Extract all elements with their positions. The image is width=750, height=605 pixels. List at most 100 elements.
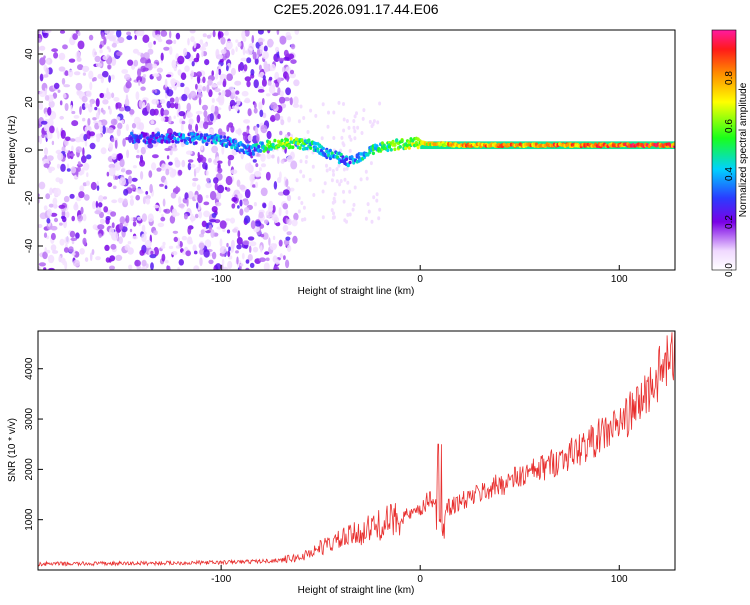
noise-cell <box>140 86 146 91</box>
noise-cell <box>121 69 129 74</box>
noise-cell <box>124 73 131 80</box>
noise-cell <box>226 242 229 248</box>
noise-cell <box>60 129 66 139</box>
ridge-cell <box>400 138 404 143</box>
noise-cell <box>159 183 164 187</box>
noise-cell <box>73 203 79 211</box>
ridge-cell <box>232 142 236 147</box>
noise-cell <box>219 238 223 247</box>
noise-cell <box>226 73 234 81</box>
noise-cell <box>128 264 133 270</box>
noise-cell <box>314 113 318 118</box>
noise-cell <box>235 250 239 254</box>
noise-cell <box>130 195 134 199</box>
ridge-cell <box>371 151 375 156</box>
noise-cell <box>203 121 209 130</box>
noise-cell <box>275 46 280 53</box>
noise-cell <box>232 91 236 97</box>
noise-cell <box>150 262 154 270</box>
noise-cell <box>289 69 295 75</box>
noise-cell <box>160 116 166 122</box>
noise-cell <box>321 215 325 220</box>
noise-cell <box>372 195 376 200</box>
noise-cell <box>226 229 231 234</box>
noise-cell <box>115 254 123 261</box>
noise-cell <box>308 177 312 182</box>
spectrogram-y-label: Frequency (Hz) <box>7 116 18 185</box>
noise-cell <box>235 129 242 135</box>
noise-cell <box>173 115 176 119</box>
noise-cell <box>196 71 202 78</box>
noise-cell <box>70 104 73 112</box>
noise-cell <box>228 246 231 252</box>
noise-cell <box>222 266 229 270</box>
noise-cell <box>148 170 153 178</box>
noise-cell <box>234 80 242 86</box>
noise-cell <box>124 244 131 251</box>
colorbar-tick-label: 0.2 <box>724 215 735 229</box>
noise-cell <box>151 162 157 171</box>
ridge-cell <box>393 143 397 147</box>
noise-cell <box>53 52 59 59</box>
noise-cell <box>136 75 143 83</box>
snr-series-line <box>38 331 675 567</box>
noise-cell <box>216 54 224 60</box>
noise-cell <box>95 98 100 107</box>
ridge-cell <box>130 131 134 136</box>
snr-y-label: SNR (10 * v/v) <box>7 418 18 482</box>
noise-cell <box>47 106 52 116</box>
noise-cell <box>164 185 168 190</box>
noise-cell <box>134 259 141 267</box>
noise-cell <box>150 250 154 255</box>
noise-cell <box>247 108 252 117</box>
noise-cell <box>161 213 164 218</box>
noise-cell <box>252 246 259 253</box>
noise-cell <box>326 124 330 129</box>
noise-cell <box>152 73 160 78</box>
noise-cell <box>169 30 172 39</box>
noise-cell <box>346 180 350 185</box>
noise-cell <box>82 117 86 122</box>
noise-cell <box>375 198 379 203</box>
ridge-cell <box>323 152 327 157</box>
noise-cell <box>297 196 301 201</box>
noise-cell <box>121 119 125 124</box>
noise-cell <box>352 119 356 123</box>
noise-cell <box>196 157 203 162</box>
noise-cell <box>44 87 48 96</box>
noise-cell <box>332 196 336 201</box>
noise-cell <box>273 216 279 224</box>
noise-cell <box>210 104 216 113</box>
noise-cell <box>277 77 282 83</box>
noise-cell <box>145 195 151 200</box>
noise-cell <box>173 236 178 243</box>
noise-cell <box>262 203 267 209</box>
noise-cell <box>88 70 94 80</box>
noise-cell <box>118 222 124 230</box>
noise-cell <box>163 209 168 213</box>
noise-cell <box>270 102 278 110</box>
noise-cell <box>370 124 374 129</box>
noise-cell <box>103 36 107 45</box>
noise-cell <box>368 119 372 124</box>
noise-cell <box>114 139 118 149</box>
spectrogram-y-tick-label: -20 <box>24 190 35 205</box>
noise-cell <box>337 163 341 168</box>
noise-cell <box>138 79 141 86</box>
noise-cell <box>269 63 276 72</box>
noise-cell <box>302 205 306 210</box>
noise-cell <box>255 181 259 188</box>
noise-cell <box>180 123 184 132</box>
noise-cell <box>117 122 123 130</box>
noise-cell <box>342 189 345 194</box>
colorbar-tick-label: 0.4 <box>724 167 735 181</box>
noise-cell <box>45 112 48 118</box>
noise-cell <box>69 153 75 157</box>
noise-cell <box>219 58 224 63</box>
snr-y-tick-label: 2000 <box>24 458 35 481</box>
noise-cell <box>133 141 139 150</box>
noise-cell <box>174 102 179 110</box>
noise-cell <box>216 184 225 194</box>
noise-cell <box>290 160 298 170</box>
figure-title: C2E5.2026.091.17.44.E06 <box>273 1 438 17</box>
